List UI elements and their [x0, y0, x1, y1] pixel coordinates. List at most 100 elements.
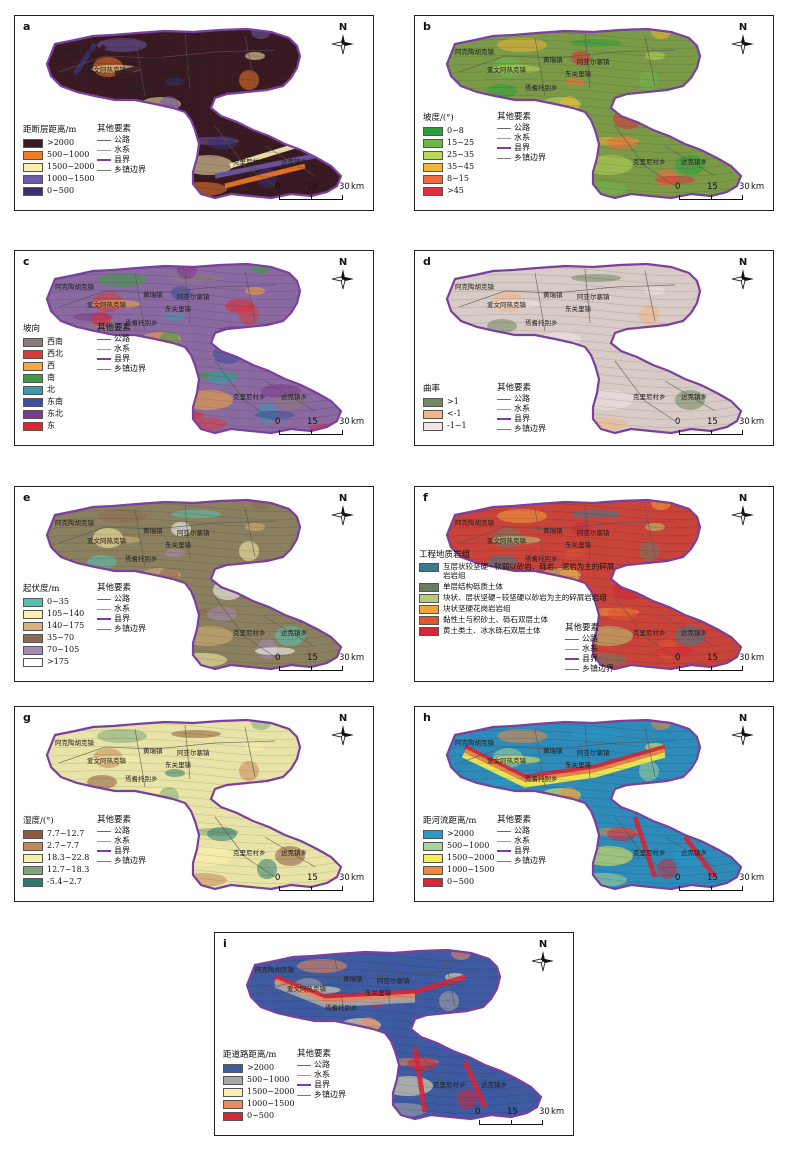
class-patch: [693, 83, 723, 103]
panel-label: f: [423, 491, 428, 504]
legend-line-symbol: [565, 638, 579, 640]
other-element-item: 公路: [97, 826, 146, 836]
other-elements-title: 其他要素: [297, 1049, 332, 1059]
town-label: 东关里镇: [565, 761, 591, 769]
town-label: 阿克陶胡克镇: [55, 48, 94, 56]
legend-item: 1000~1500: [23, 173, 94, 185]
town-label: 黄瑞镇: [543, 747, 563, 755]
scale-bar: 0 15 30 km: [675, 182, 767, 206]
road-line: [664, 836, 716, 868]
class-patch: [571, 730, 621, 738]
road-line: [664, 380, 716, 412]
class-patch: [233, 332, 253, 346]
other-element-item: 水系: [97, 604, 146, 614]
legend-item-label: 15~25: [447, 138, 475, 147]
other-element-label: 乡镇边界: [582, 664, 614, 673]
legend-swatch: [423, 841, 443, 851]
town-label: 黄瑞镇: [343, 974, 363, 983]
class-patch: [91, 756, 141, 764]
legend-item: 0~35: [23, 596, 84, 608]
road-line: [614, 816, 676, 878]
legend-item: 块状坚硬花岗岩岩组: [419, 604, 619, 614]
north-arrow-icon: N: [531, 939, 555, 973]
class-patch: [299, 65, 329, 73]
buffer-band: [632, 816, 658, 878]
legend-item: -1~1: [423, 420, 467, 432]
other-element-item: 县界: [565, 654, 614, 664]
class-legend: 湿度/(°) 7.7~12.7 2.7~7.7 18.3~22.8 12.7~18.3 -…: [23, 815, 89, 888]
town-label: 阿亚尔塞镇: [577, 58, 610, 66]
class-patch: [655, 176, 695, 184]
legend-swatch: [423, 853, 443, 863]
scale-unit: km: [751, 417, 765, 427]
town-label: 阿克陶胡克镇: [455, 519, 494, 527]
class-patch: [639, 541, 659, 561]
scale-unit: km: [751, 182, 765, 192]
road-line: [584, 724, 591, 780]
class-patch: [97, 729, 147, 743]
other-element-label: 公路: [114, 826, 130, 835]
scale-unit: km: [751, 653, 765, 663]
scale-bar-mid: [711, 195, 712, 200]
class-patch: [571, 522, 591, 536]
scale-unit: km: [751, 873, 765, 883]
legend-swatch: [419, 604, 439, 614]
class-patch: [293, 554, 323, 574]
class-patch: [247, 950, 283, 960]
class-patch: [633, 97, 653, 111]
north-letter: N: [338, 257, 348, 268]
buffer-band: [462, 1060, 488, 1109]
legend-swatch: [23, 597, 43, 607]
class-patch: [103, 181, 153, 198]
buffer-band: [274, 982, 416, 1008]
town-label: 达克镇乡: [681, 393, 707, 401]
class-patch: [91, 312, 111, 326]
other-element-item: 县界: [297, 1080, 346, 1090]
legend-item-label: 1000~1500: [447, 865, 495, 874]
town-label: 黄瑞镇: [143, 56, 163, 64]
other-element-label: 公路: [314, 1060, 330, 1069]
other-elements-legend: 其他要素 公路 水系 县界 乡镇边界: [497, 815, 546, 866]
other-element-label: 公路: [514, 123, 530, 132]
legend-line-symbol: [97, 139, 111, 141]
legend-item: 500~1000: [23, 149, 94, 161]
scale-tick-label: 0: [675, 182, 681, 192]
class-patch: [97, 273, 147, 287]
class-patch: [687, 345, 717, 359]
buffer-band: [214, 153, 316, 179]
road-line: [444, 956, 456, 1008]
class-patch: [657, 859, 677, 879]
town-label: 克里尼村乡: [233, 849, 266, 857]
north-letter: N: [738, 713, 748, 724]
scale-tick-label: 30: [339, 873, 350, 883]
town-label: 达克镇乡: [681, 849, 707, 857]
scale-bar-mid: [311, 886, 312, 891]
town-label: 阿克陶胡克镇: [255, 966, 294, 975]
scale-ticks: 0 15 30 km: [275, 417, 367, 429]
scale-bar-mid: [711, 666, 712, 671]
class-patch: [109, 634, 159, 642]
legend-item-label: 0~500: [447, 877, 475, 886]
town-label: 阿亚尔塞镇: [177, 529, 210, 537]
legend-item-label: 500~1000: [447, 841, 490, 850]
class-patch: [651, 720, 671, 730]
class-patch: [245, 523, 265, 531]
class-patch: [109, 398, 159, 406]
buffer-band: [463, 744, 666, 780]
scale-tick-label: 0: [275, 873, 281, 883]
town-label: 达克镇乡: [281, 629, 307, 637]
class-patch: [61, 358, 101, 372]
map-panel-f: 阿克陶胡克镇 黄瑞镇 阿亚尔塞镇 爱文阿热克镇 东关里镇 焉耆托别乡 克里尼村乡 达克镇乡 f N…: [414, 486, 774, 682]
class-legend: 距河流距离/m >2000 500~1000 1500~2000 1000~1500 0~…: [423, 815, 494, 888]
scale-ticks: 0 15 30 km: [475, 1107, 567, 1119]
legend-swatch: [423, 150, 443, 160]
class-patch: [487, 84, 517, 98]
county-boundary: [445, 498, 743, 671]
road-line: [258, 970, 476, 994]
class-patch: [297, 959, 347, 973]
legend-item: 0~8: [423, 125, 474, 137]
road-line: [458, 520, 676, 544]
other-element-item: 公路: [497, 394, 546, 404]
legend-item-label: 1000~1500: [247, 1099, 295, 1108]
town-label: 达克镇乡: [481, 1080, 507, 1089]
